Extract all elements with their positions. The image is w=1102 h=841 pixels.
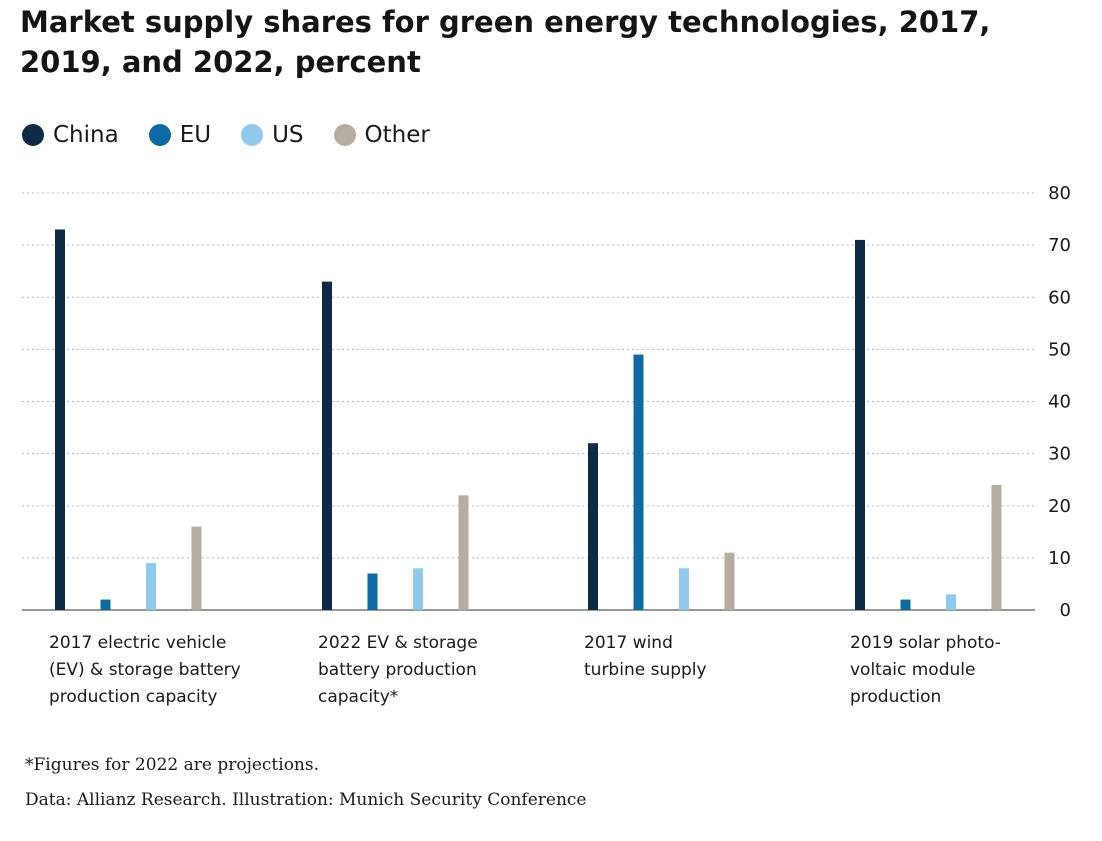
bar-eu-3 xyxy=(633,354,644,610)
legend-label-eu: EU xyxy=(179,122,212,148)
bar-eu-4 xyxy=(900,599,911,610)
legend-label-china: China xyxy=(53,122,119,148)
legend-swatch-eu xyxy=(148,124,171,146)
legend-item-other: Other xyxy=(333,122,430,148)
legend-item-china: China xyxy=(22,122,119,148)
bar-us-1 xyxy=(146,563,156,610)
bar-eu-1 xyxy=(100,599,111,610)
legend-item-us: US xyxy=(241,122,304,148)
bar-china-3 xyxy=(588,443,598,610)
bar-other-4 xyxy=(991,484,1002,610)
y-tick-label: 20 xyxy=(1048,496,1071,517)
legend-swatch-us xyxy=(241,124,264,146)
footnote: *Figures for 2022 are projections. xyxy=(25,755,320,775)
legend-label-other: Other xyxy=(364,122,430,148)
y-tick-label: 60 xyxy=(1048,287,1071,308)
y-axis-ticks: 0 10 20 30 40 50 60 70 80 xyxy=(1048,183,1071,621)
y-tick-label: 80 xyxy=(1048,183,1071,204)
y-tick-label: 30 xyxy=(1048,444,1071,465)
chart-title: Market supply shares for green energy te… xyxy=(20,5,991,79)
bar-china-4 xyxy=(855,239,865,610)
bar-us-2 xyxy=(413,568,423,610)
bar-other-1 xyxy=(191,526,202,610)
legend-swatch-other xyxy=(333,124,356,146)
bar-china-1 xyxy=(55,229,65,611)
category-label-4: 2019 solar photo-voltaic module productio… xyxy=(850,633,1001,707)
category-labels: 2017 electric vehicle (EV) & storage batt… xyxy=(49,633,1001,707)
bar-us-4 xyxy=(946,594,956,610)
legend-label-us: US xyxy=(272,122,304,148)
y-tick-label: 50 xyxy=(1048,339,1071,360)
category-label-2: 2022 EV & storage battery production capac… xyxy=(318,633,478,707)
legend-swatch-china xyxy=(22,124,44,146)
y-tick-label: 40 xyxy=(1048,392,1071,413)
bars xyxy=(55,229,1002,611)
bar-chart: 0 10 20 30 40 50 60 70 80 2017 electric vehicle(… xyxy=(22,183,1071,707)
legend-item-eu: EU xyxy=(148,122,212,148)
bar-other-3 xyxy=(724,552,735,610)
y-tick-label: 0 xyxy=(1060,600,1071,621)
category-label-1: 2017 electric vehicle (EV) & storage batt… xyxy=(49,633,241,707)
gridlines xyxy=(22,192,1035,611)
chart-legend: China EU US Other xyxy=(22,118,460,152)
source-note: Data: Allianz Research. Illustration: Mu… xyxy=(25,790,587,810)
category-label-3: 2017 wind turbine supply xyxy=(584,633,707,680)
bar-us-3 xyxy=(679,568,689,610)
y-tick-label: 10 xyxy=(1048,548,1071,569)
bar-eu-2 xyxy=(367,573,378,610)
y-tick-label: 70 xyxy=(1048,235,1071,256)
bar-other-2 xyxy=(458,495,469,610)
bar-china-2 xyxy=(322,281,332,610)
